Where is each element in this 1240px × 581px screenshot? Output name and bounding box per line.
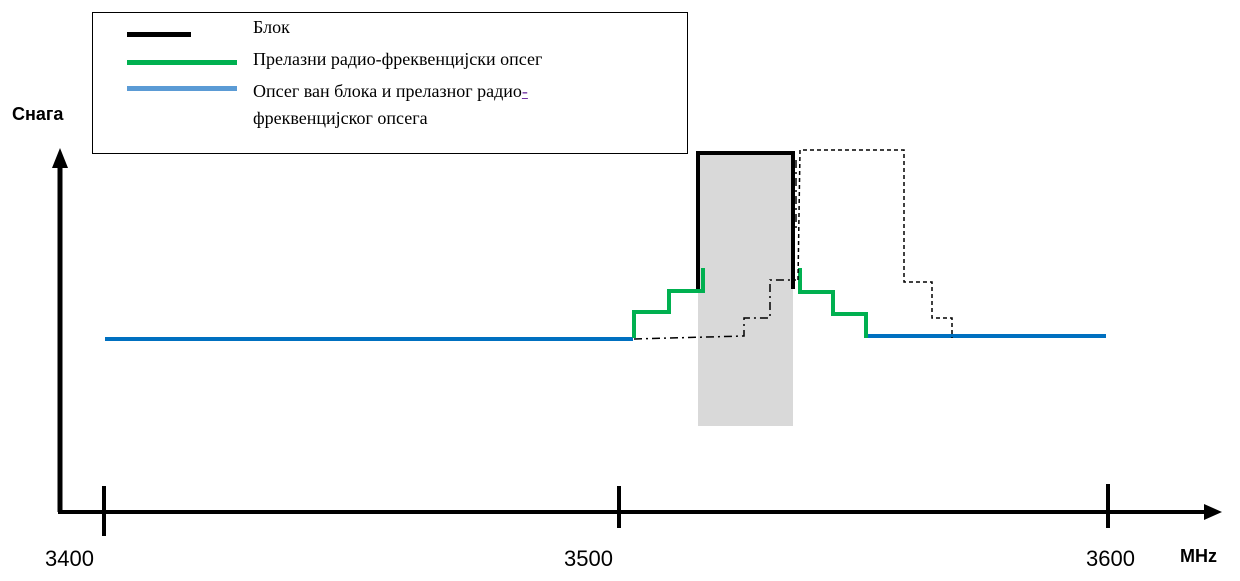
legend-swatch-block: [127, 32, 191, 37]
block-shaded-region: [698, 152, 793, 426]
legend-label-transition: Прелазни радио-фреквенцијски опсег: [253, 49, 543, 69]
x-tick-label-3600: 3600: [1086, 546, 1135, 571]
legend-label-out-of-band-line1: Опсег ван блока и прелазног радио: [253, 81, 522, 101]
transition-right: [798, 268, 868, 338]
legend-swatch-transition: [127, 60, 237, 65]
legend-label-out-of-band-line2: фреквенцијског опсега: [253, 108, 428, 128]
shifted-mask-dashdot: [633, 279, 796, 340]
y-axis-label: Снага: [12, 104, 64, 124]
y-axis-arrowhead: [52, 148, 68, 168]
legend: Блок Прелазни радио-фреквенцијски опсег …: [92, 12, 688, 154]
legend-label-out-of-band: Опсег ван блока и прелазног радио-: [253, 79, 528, 103]
x-axis-arrowhead: [1204, 504, 1222, 520]
x-tick-label-3400: 3400: [45, 546, 94, 571]
legend-swatch-out-of-band: [127, 86, 237, 91]
legend-label-hyphen: -: [521, 81, 528, 101]
x-tick-label-3500: 3500: [564, 546, 613, 571]
x-axis-unit-label: MHz: [1180, 546, 1217, 566]
transition-left: [632, 268, 705, 338]
shifted-mask-dashed: [797, 149, 953, 338]
legend-label-block: Блок: [253, 17, 290, 37]
block-outline: [696, 151, 795, 289]
